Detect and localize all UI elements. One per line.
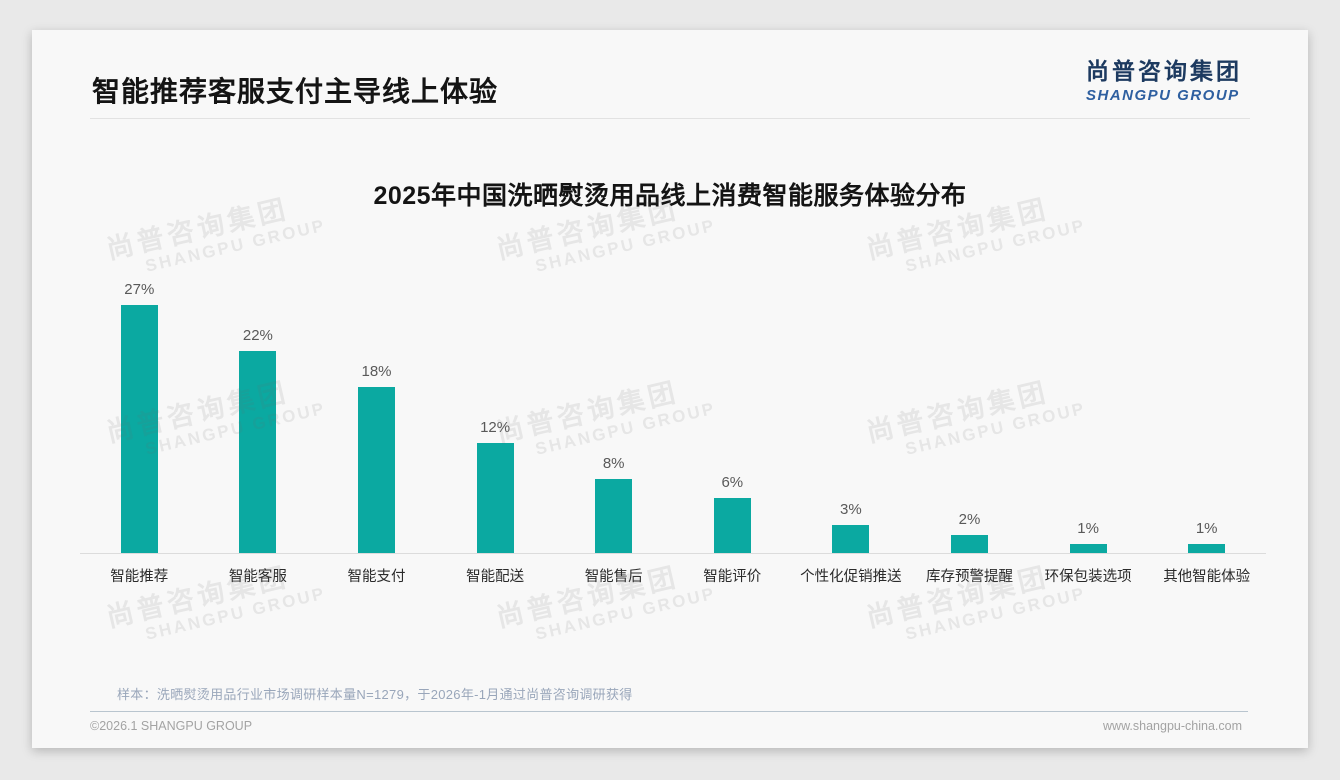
header-divider <box>90 118 1250 119</box>
sample-note: 样本：洗晒熨烫用品行业市场调研样本量N=1279，于2026年-1月通过尚普咨询… <box>117 687 633 702</box>
bar-value-label: 3% <box>840 501 862 518</box>
x-axis-label: 智能支付 <box>347 569 406 585</box>
x-axis-label: 环保包装选项 <box>1044 569 1132 585</box>
x-axis-label: 库存预警提醒 <box>926 569 1013 585</box>
bar-value-label: 1% <box>1195 520 1218 537</box>
x-axis-line <box>80 553 1266 554</box>
footer-copyright: ©2026.1 SHANGPU GROUP <box>90 719 253 733</box>
x-axis-label: 智能售后 <box>584 569 643 585</box>
bar <box>476 443 514 553</box>
bar <box>120 305 158 553</box>
page-title: 智能推荐客服支付主导线上体验 <box>92 76 499 107</box>
bar-value-label: 18% <box>361 363 392 380</box>
watermark: 尚普咨询集团 SHANGPU GROUP <box>863 561 1088 644</box>
watermark: 尚普咨询集团 SHANGPU GROUP <box>103 561 328 644</box>
bar <box>358 387 395 553</box>
watermark: 尚普咨询集团 SHANGPU GROUP <box>493 376 718 459</box>
x-axis-label: 个性化促销推送 <box>800 569 902 585</box>
watermark: 尚普咨询集团 SHANGPU GROUP <box>493 561 718 644</box>
bar-value-label: 22% <box>242 327 273 344</box>
bar-value-label: 1% <box>1077 520 1099 537</box>
footer-website: www.shangpu-china.com <box>1103 719 1242 733</box>
x-axis-label: 其他智能体验 <box>1163 569 1251 585</box>
bar-value-label: 2% <box>958 511 981 528</box>
company-logo: 尚普咨询集团 SHANGPU GROUP <box>1086 52 1242 104</box>
logo-english-text: SHANGPU GROUP <box>1086 87 1240 104</box>
bar-value-label: 6% <box>721 474 744 491</box>
watermark: 尚普咨询集团 SHANGPU GROUP <box>863 376 1088 459</box>
bar <box>239 351 277 553</box>
report-card: 智能推荐客服支付主导线上体验 尚普咨询集团 SHANGPU GROUP 2025… <box>32 30 1308 748</box>
bar-value-label: 27% <box>124 281 155 298</box>
bar <box>1188 544 1226 553</box>
x-axis-label: 智能评价 <box>703 569 762 585</box>
bar <box>713 498 751 553</box>
bar-value-label: 8% <box>602 455 625 472</box>
bar <box>595 479 633 553</box>
chart-title: 2025年中国洗晒熨烫用品线上消费智能服务体验分布 <box>373 182 967 210</box>
bar <box>832 525 870 553</box>
logo-chinese-text: 尚普咨询集团 <box>1086 58 1242 84</box>
watermark: 尚普咨询集团 SHANGPU GROUP <box>103 376 328 459</box>
bar-value-label: 12% <box>480 419 511 436</box>
bar <box>1069 544 1107 553</box>
x-axis-label: 智能推荐 <box>110 569 169 585</box>
x-axis-label: 智能配送 <box>466 569 525 585</box>
footer-divider <box>90 711 1248 712</box>
bar-chart: 27% 智能推荐 22% 智能客服 18% 智能支付 12% 智能配送 8% 智能售后 6% 智能评价… <box>32 30 1308 748</box>
x-axis-label: 智能客服 <box>228 569 287 585</box>
bar <box>951 535 988 553</box>
